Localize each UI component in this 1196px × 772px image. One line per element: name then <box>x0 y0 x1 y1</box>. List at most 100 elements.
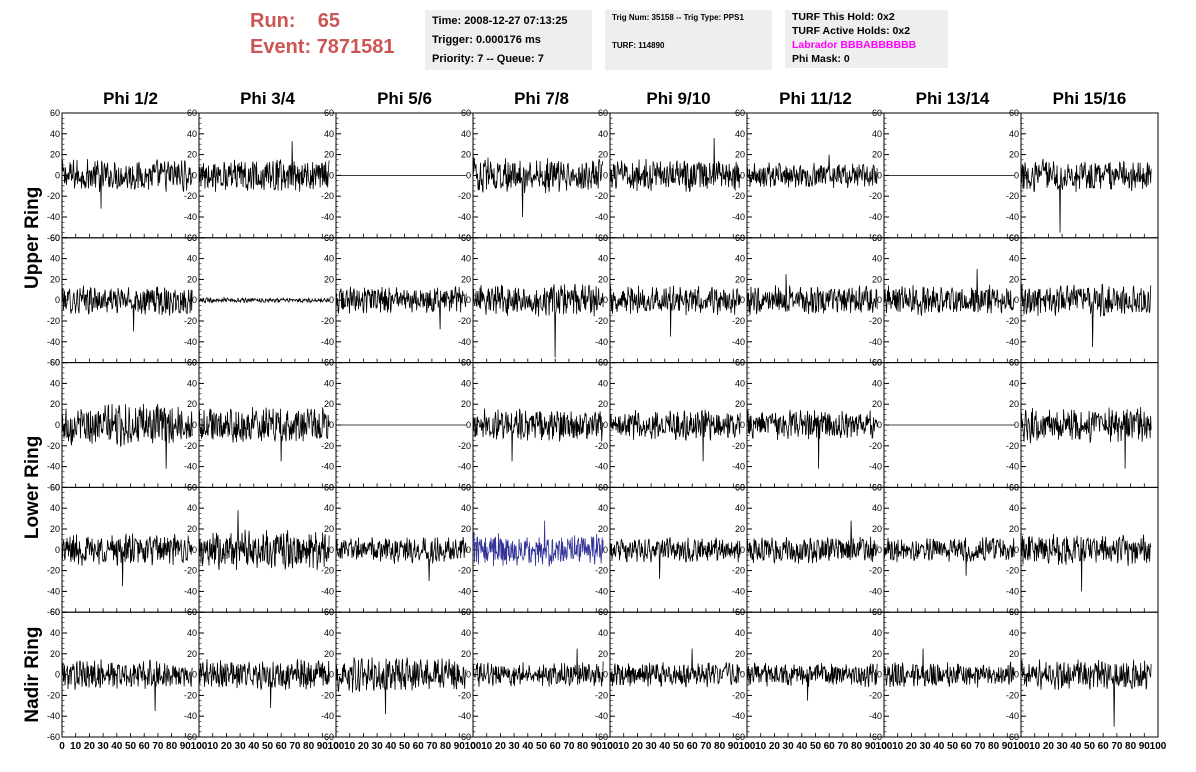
y-tick-label: 20 <box>187 150 197 160</box>
priority-text: Priority: 7 -- Queue: 7 <box>432 53 544 65</box>
x-tick-label: 50 <box>262 741 274 752</box>
y-tick-label: -60 <box>47 358 60 368</box>
x-tick-label: 100 <box>191 741 208 752</box>
waveform-trace <box>746 662 878 701</box>
x-tick-label: 0 <box>744 741 750 752</box>
waveform-trace <box>198 659 330 708</box>
x-tick-label: 0 <box>470 741 476 752</box>
y-tick-label: 40 <box>1009 378 1019 388</box>
y-tick-label: -20 <box>184 690 197 700</box>
x-tick-label: 20 <box>84 741 96 752</box>
y-tick-label: 40 <box>461 503 471 513</box>
y-tick-label: -40 <box>732 711 745 721</box>
y-tick-label: 60 <box>324 607 334 617</box>
y-tick-label: -40 <box>1006 462 1019 472</box>
column-header: Phi 7/8 <box>514 89 569 108</box>
y-tick-label: -40 <box>321 586 334 596</box>
y-tick-label: 0 <box>55 170 60 180</box>
y-tick-label: 20 <box>324 524 334 534</box>
y-tick-label: -20 <box>321 441 334 451</box>
waveform-trace <box>335 537 467 582</box>
y-tick-label: 20 <box>324 649 334 659</box>
y-tick-label: -40 <box>1006 212 1019 222</box>
y-tick-label: -40 <box>184 711 197 721</box>
y-tick-label: 0 <box>329 170 334 180</box>
y-tick-label: 0 <box>740 170 745 180</box>
y-tick-label: 40 <box>50 129 60 139</box>
time-text: Time: 2008-12-27 07:13:25 <box>432 15 568 27</box>
y-tick-label: 0 <box>466 170 471 180</box>
y-tick-label: -20 <box>458 441 471 451</box>
y-tick-label: -40 <box>47 337 60 347</box>
y-tick-label: 20 <box>1009 399 1019 409</box>
y-tick-label: 20 <box>50 150 60 160</box>
y-tick-label: 20 <box>324 399 334 409</box>
y-tick-label: 0 <box>603 170 608 180</box>
turf-this-hold-text: TURF This Hold: 0x2 <box>792 11 895 23</box>
x-tick-label: 40 <box>248 741 260 752</box>
y-tick-label: 60 <box>872 607 882 617</box>
y-tick-label: 0 <box>740 545 745 555</box>
run-value: 65 <box>317 10 341 32</box>
waveform-trace <box>1020 407 1152 469</box>
x-tick-label: 90 <box>591 741 603 752</box>
phi-mask-text: Phi Mask: 0 <box>792 53 850 65</box>
y-tick-label: 40 <box>50 378 60 388</box>
y-tick-label: -40 <box>47 462 60 472</box>
y-tick-label: 60 <box>461 233 471 243</box>
waveform-trace <box>609 648 741 688</box>
x-tick-label: 10 <box>207 741 219 752</box>
y-tick-label: 40 <box>1009 628 1019 638</box>
y-tick-label: -40 <box>321 337 334 347</box>
y-tick-label: -20 <box>321 690 334 700</box>
x-tick-label: 0 <box>333 741 339 752</box>
y-tick-label: 60 <box>1009 233 1019 243</box>
x-tick-label: 80 <box>166 741 178 752</box>
y-tick-label: -20 <box>595 566 608 576</box>
y-tick-label: 60 <box>324 482 334 492</box>
y-tick-label: 40 <box>735 503 745 513</box>
y-tick-label: 60 <box>735 358 745 368</box>
waveform-trace <box>61 658 193 712</box>
y-tick-label: 20 <box>187 274 197 284</box>
y-tick-label: 0 <box>603 295 608 305</box>
y-tick-label: 20 <box>324 150 334 160</box>
y-tick-label: 60 <box>461 108 471 118</box>
waveform-trace <box>472 283 604 358</box>
x-tick-label: 80 <box>440 741 452 752</box>
y-tick-label: 0 <box>877 670 882 680</box>
x-tick-label: 40 <box>659 741 671 752</box>
y-tick-label: -40 <box>869 337 882 347</box>
x-tick-label: 70 <box>837 741 849 752</box>
waveform-trace <box>1020 283 1152 348</box>
y-tick-label: 60 <box>1009 358 1019 368</box>
y-tick-label: -60 <box>1006 732 1019 742</box>
y-tick-label: 40 <box>598 378 608 388</box>
waveform-trace <box>746 154 878 189</box>
y-tick-label: -40 <box>184 212 197 222</box>
y-tick-label: -40 <box>595 711 608 721</box>
y-tick-label: -20 <box>869 191 882 201</box>
run-row: Run: 65 <box>250 8 395 34</box>
y-tick-label: 0 <box>877 545 882 555</box>
x-tick-label: 30 <box>783 741 795 752</box>
y-tick-label: -20 <box>184 316 197 326</box>
y-tick-label: 40 <box>50 628 60 638</box>
y-tick-label: -20 <box>732 316 745 326</box>
x-tick-label: 60 <box>550 741 562 752</box>
y-tick-label: -20 <box>321 191 334 201</box>
waveform-trace <box>609 137 741 193</box>
y-tick-label: -60 <box>47 233 60 243</box>
x-tick-label: 90 <box>1002 741 1014 752</box>
